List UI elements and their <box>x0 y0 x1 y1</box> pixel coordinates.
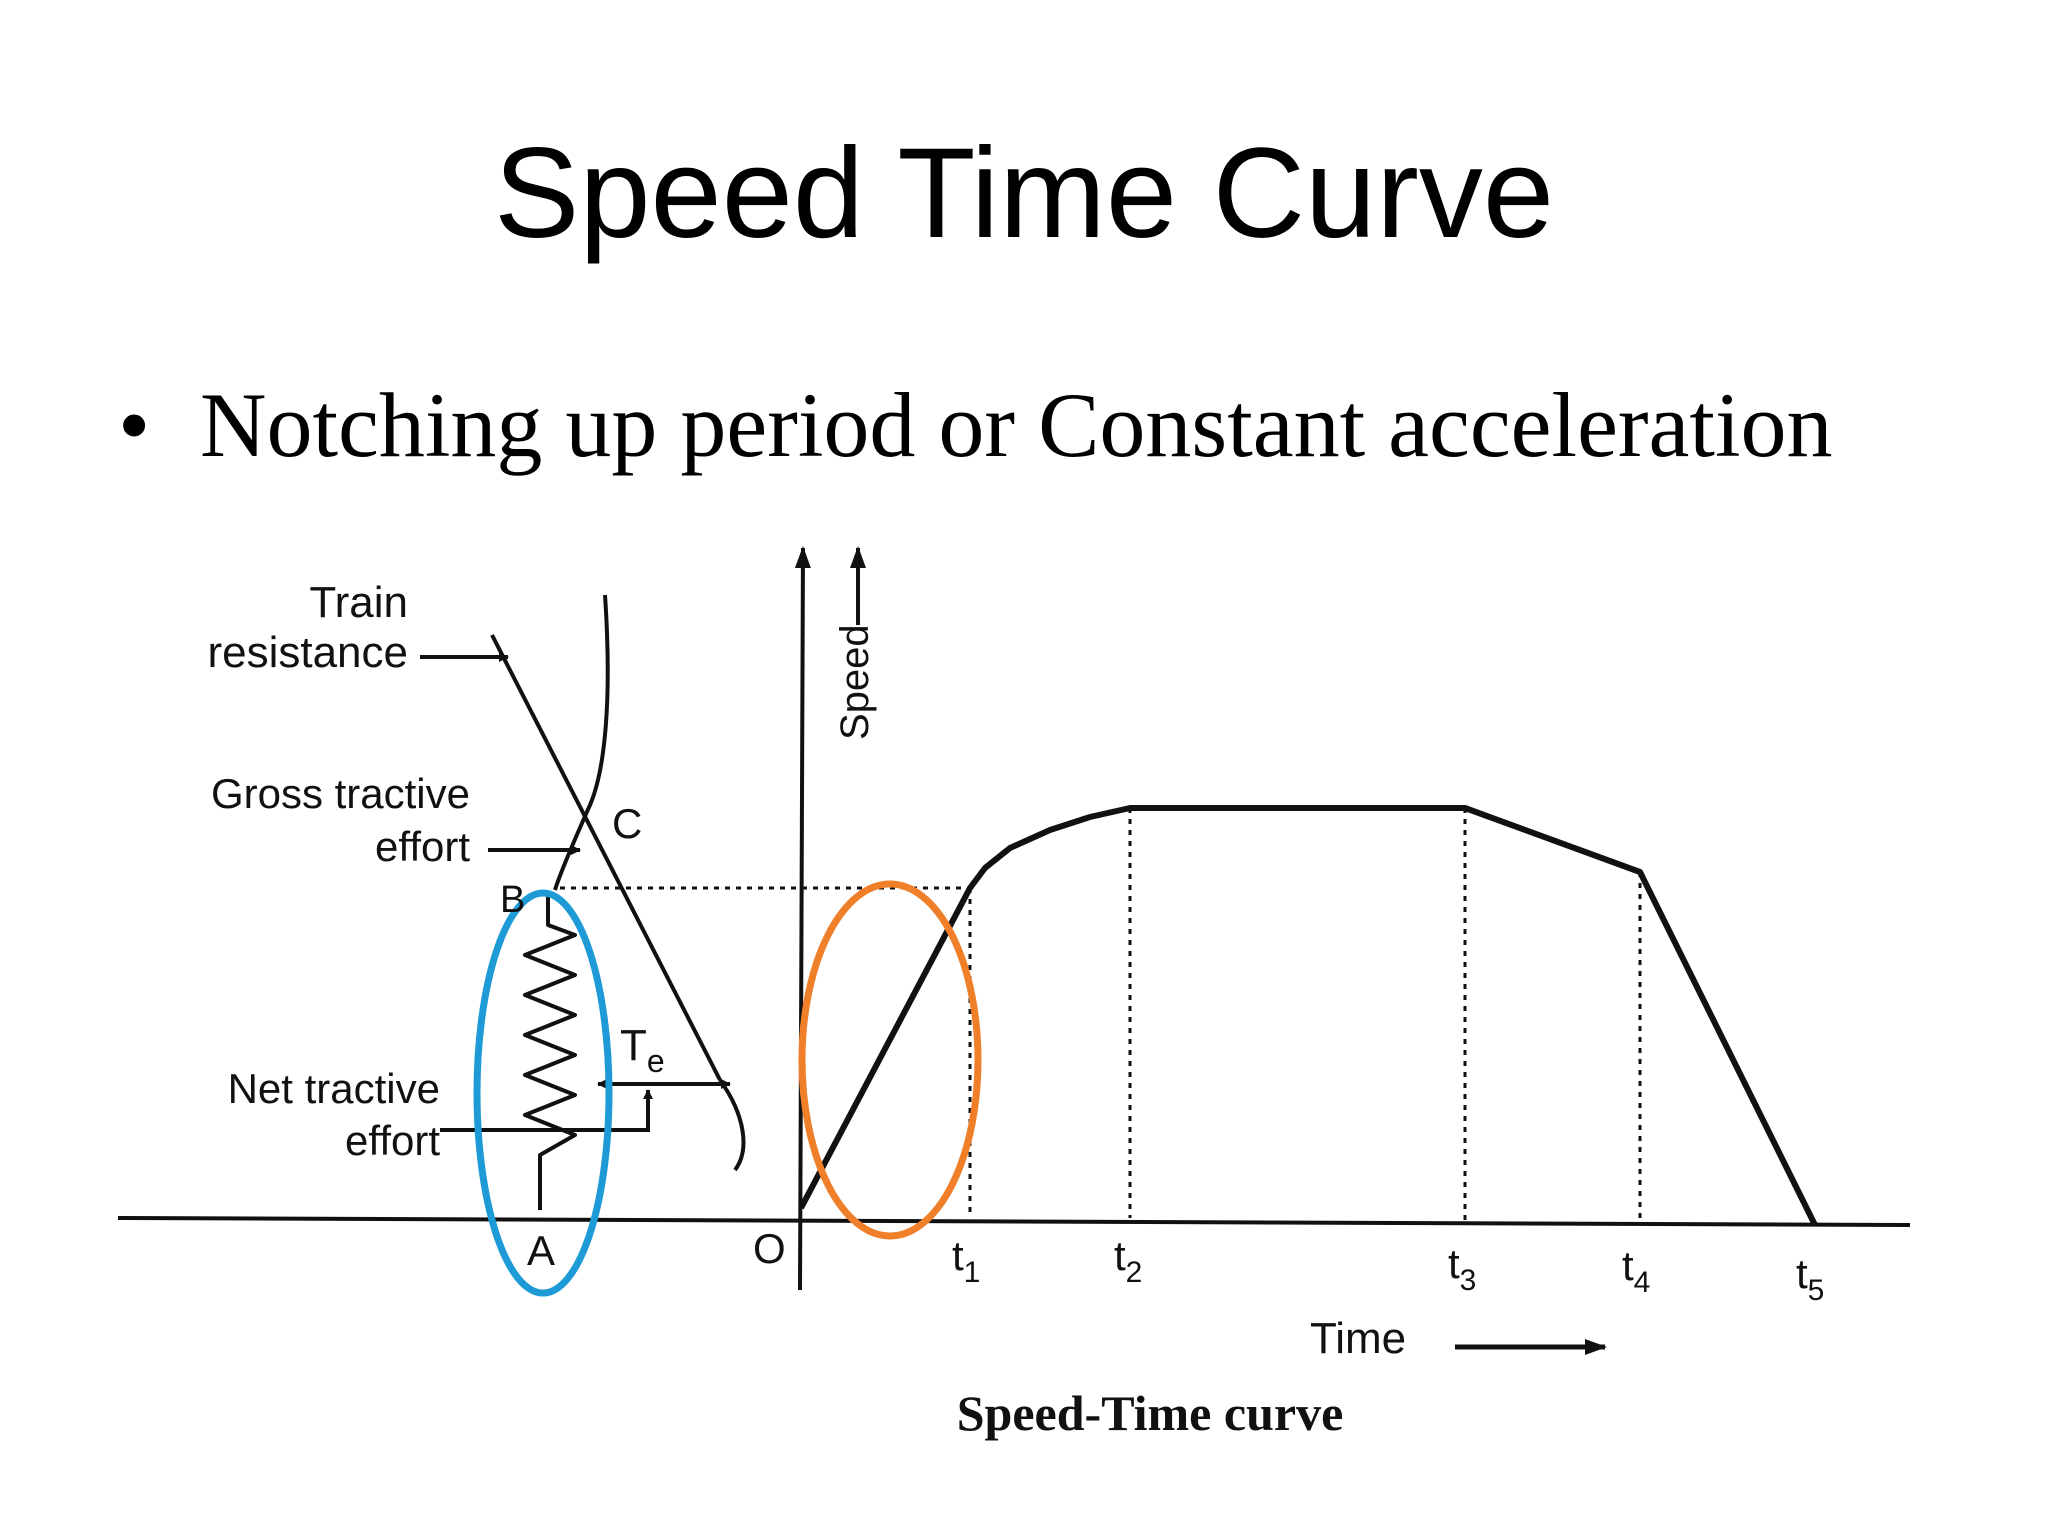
diagram-caption: Speed-Time curve <box>957 1385 1344 1441</box>
net-label-line2: effort <box>345 1117 440 1164</box>
t1-label: t1 <box>952 1232 980 1289</box>
train-label-line2: resistance <box>207 628 408 677</box>
t3-label: t3 <box>1448 1240 1476 1297</box>
dotted-guides <box>560 808 1642 1223</box>
net-tractive-spring <box>523 895 577 1210</box>
t5-label: t5 <box>1796 1250 1824 1307</box>
gross-tractive-curve <box>553 594 746 1172</box>
bullet-item: • Notching up period or Constant accelera… <box>118 372 1833 478</box>
time-axis-line <box>117 1216 1911 1227</box>
net-effort-pointer <box>440 1089 653 1132</box>
time-axis-label: Time <box>1310 1314 1406 1363</box>
te-label: Te <box>620 1021 665 1079</box>
gross-label-line2: effort <box>375 823 470 870</box>
train-resistance-line <box>490 634 722 1081</box>
net-label-line1: Net tractive <box>228 1065 440 1112</box>
gross-label-line1: Gross tractive <box>211 770 470 817</box>
bullet-text: Notching up period or Constant accelerat… <box>200 374 1833 476</box>
point-b-label: B <box>500 879 525 921</box>
notching-period-highlight-ellipse <box>798 880 982 1240</box>
slide-title: Speed Time Curve <box>493 122 1555 265</box>
speed-axis-label: Speed <box>833 624 877 740</box>
speed-axis-line <box>794 546 811 1291</box>
net-tractive-highlight-ellipse <box>473 889 613 1297</box>
train-label-line1: Train <box>309 578 408 627</box>
t4-label: t4 <box>1622 1242 1650 1299</box>
origin-label: O <box>753 1225 786 1272</box>
point-c-label: C <box>612 800 642 847</box>
speed-time-curve <box>798 805 1818 1227</box>
bullet-dot: • <box>118 374 151 476</box>
t2-label: t2 <box>1114 1232 1142 1289</box>
point-a-label: A <box>527 1227 555 1274</box>
